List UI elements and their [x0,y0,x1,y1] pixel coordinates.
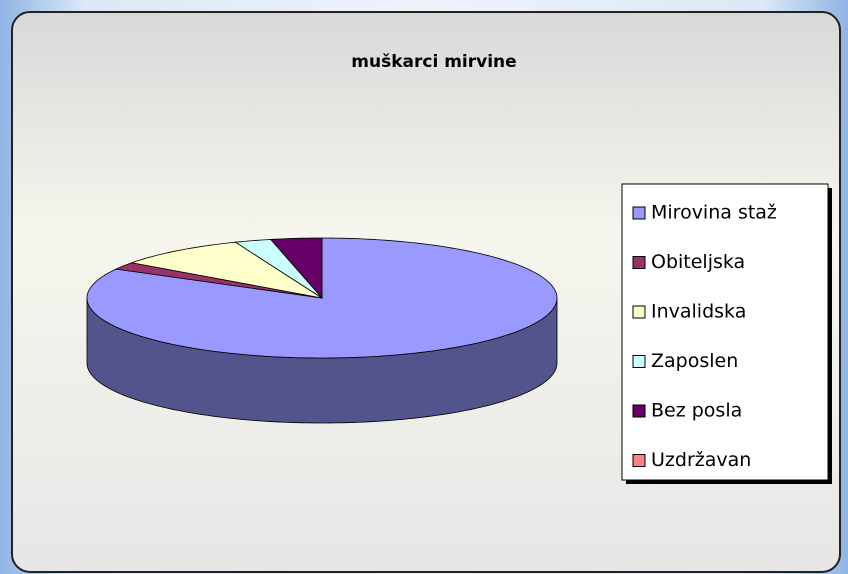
legend-swatch [632,206,646,220]
slice [234,239,323,299]
legend-swatch [632,305,646,319]
slice [269,237,323,300]
legend-label: Invalidska [651,301,746,323]
legend-swatch [632,404,646,418]
slice [114,262,323,299]
legend-label: Uzdržavan [651,449,751,471]
legend-swatch [632,454,646,467]
chart-title: muškarci mirvine [351,52,516,72]
legend-swatch [632,256,646,269]
legend-label: Obiteljska [651,251,745,273]
legend-label: Bez posla [651,400,742,422]
legend-label: Zaposlen [651,350,738,372]
legend-swatch [632,355,646,368]
slice [130,241,323,299]
legend-label: Mirovina staž [651,202,777,224]
legend [621,183,829,481]
